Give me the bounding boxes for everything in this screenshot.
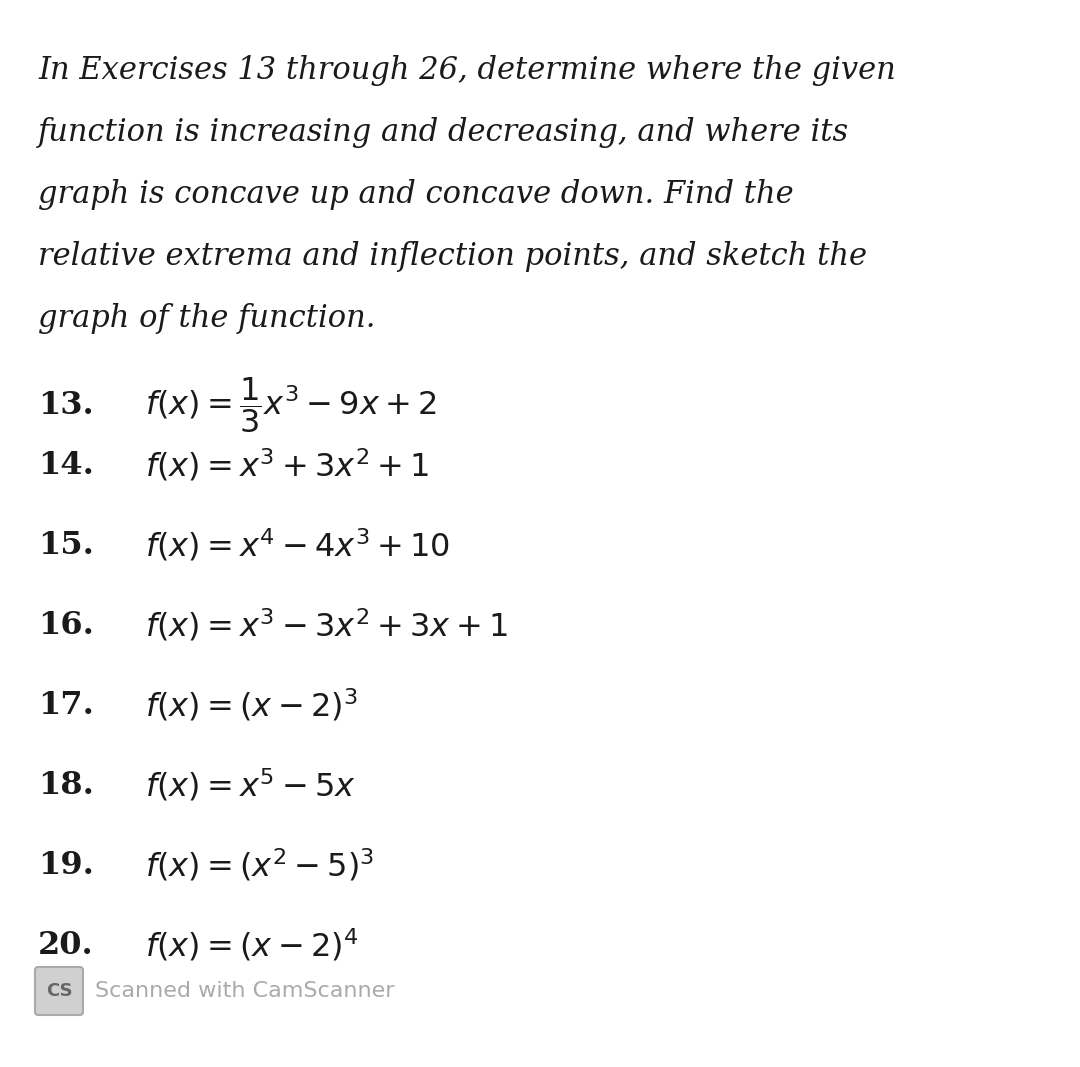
Text: $f(x) = x^5 - 5x$: $f(x) = x^5 - 5x$: [145, 767, 355, 803]
Text: graph of the function.: graph of the function.: [38, 303, 376, 334]
Text: $f(x) = (x - 2)^4$: $f(x) = (x - 2)^4$: [145, 926, 359, 964]
Text: $f(x) = x^4 - 4x^3 + 10$: $f(x) = x^4 - 4x^3 + 10$: [145, 527, 450, 563]
Text: $f(x) = (x - 2)^3$: $f(x) = (x - 2)^3$: [145, 687, 357, 723]
Text: CS: CS: [45, 982, 72, 1000]
Text: 14.: 14.: [38, 449, 94, 480]
Text: 20.: 20.: [38, 929, 94, 960]
Text: relative extrema and inflection points, and sketch the: relative extrema and inflection points, …: [38, 241, 867, 272]
Text: In Exercises 13 through 26, determine where the given: In Exercises 13 through 26, determine wh…: [38, 55, 895, 86]
Text: $f(x) = x^3 + 3x^2 + 1$: $f(x) = x^3 + 3x^2 + 1$: [145, 447, 429, 483]
Text: 19.: 19.: [38, 849, 94, 880]
Text: 15.: 15.: [38, 529, 94, 560]
Text: 18.: 18.: [38, 769, 94, 800]
Text: $f(x) = \dfrac{1}{3}x^3 - 9x + 2$: $f(x) = \dfrac{1}{3}x^3 - 9x + 2$: [145, 375, 436, 435]
Text: Scanned with CamScanner: Scanned with CamScanner: [95, 981, 394, 1001]
Text: 17.: 17.: [38, 689, 94, 720]
Text: 13.: 13.: [38, 389, 94, 420]
Text: $f(x) = x^3 - 3x^2 + 3x + 1$: $f(x) = x^3 - 3x^2 + 3x + 1$: [145, 607, 508, 643]
FancyBboxPatch shape: [35, 967, 83, 1015]
Text: function is increasing and decreasing, and where its: function is increasing and decreasing, a…: [38, 117, 849, 148]
Text: graph is concave up and concave down. Find the: graph is concave up and concave down. Fi…: [38, 179, 794, 210]
Text: 16.: 16.: [38, 609, 94, 640]
Text: $f(x) = (x^2 - 5)^3$: $f(x) = (x^2 - 5)^3$: [145, 846, 375, 883]
